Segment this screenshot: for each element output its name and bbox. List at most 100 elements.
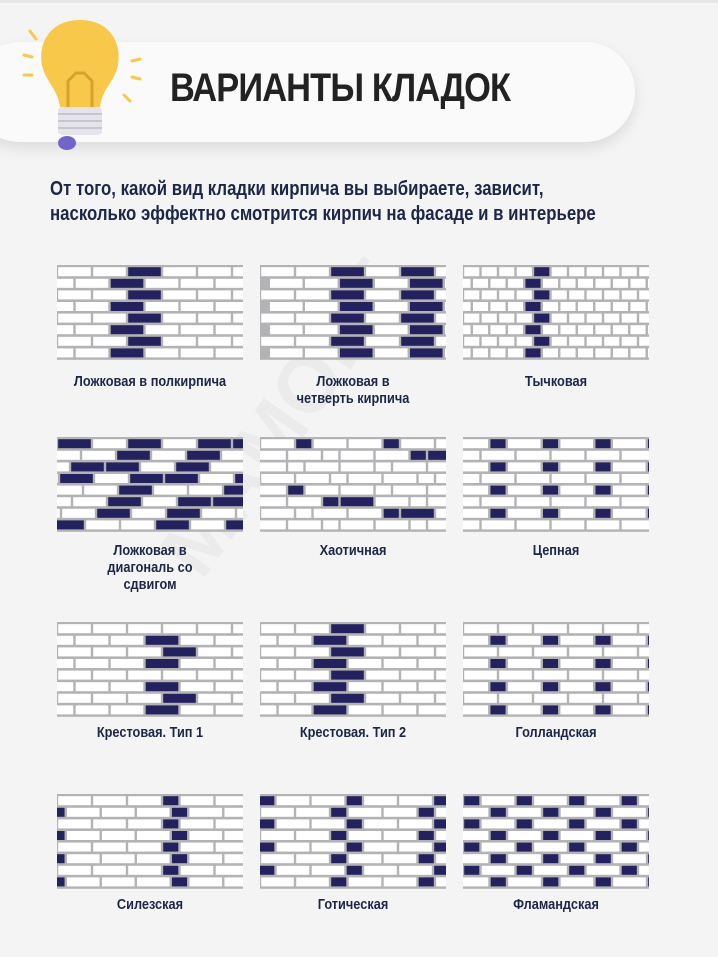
highlighted-brick	[543, 854, 559, 864]
brick	[84, 485, 117, 495]
brick	[261, 831, 294, 840]
brick	[276, 865, 310, 875]
brick	[364, 865, 397, 875]
highlighted-brick	[401, 336, 434, 346]
brick	[499, 670, 532, 680]
brick	[261, 693, 294, 703]
brick	[612, 682, 646, 692]
highlighted-brick	[163, 796, 179, 806]
brick	[612, 325, 629, 335]
highlighted-brick	[490, 508, 506, 518]
brick	[163, 267, 196, 277]
brick	[542, 278, 559, 288]
brick	[180, 865, 214, 875]
brick	[261, 807, 294, 817]
brick	[288, 520, 321, 530]
brick	[499, 267, 515, 277]
highlighted-brick	[331, 624, 364, 634]
brick	[57, 635, 74, 645]
highlighted-brick	[464, 865, 480, 875]
brick	[200, 474, 233, 483]
brick	[464, 647, 497, 657]
brick	[128, 865, 161, 875]
brick	[374, 348, 408, 358]
brick	[569, 647, 602, 657]
brick	[296, 313, 329, 323]
brick-pattern-diagram	[463, 437, 649, 532]
highlighted-brick	[260, 842, 275, 852]
brick	[436, 508, 446, 518]
highlighted-brick	[543, 877, 559, 887]
brick	[296, 624, 329, 634]
brick	[551, 290, 567, 300]
brick	[586, 819, 620, 829]
brick	[261, 439, 294, 449]
highlighted-brick	[534, 290, 550, 300]
brick	[444, 325, 446, 335]
highlighted-brick	[534, 313, 550, 323]
highlighted-brick	[339, 348, 373, 358]
brick	[57, 302, 74, 311]
brick	[58, 819, 91, 829]
highlighted-brick	[647, 682, 649, 692]
highlighted-brick	[331, 693, 364, 703]
brick	[198, 647, 231, 657]
brick	[586, 290, 602, 300]
brick	[481, 520, 515, 530]
brick	[399, 865, 432, 875]
brick	[551, 520, 585, 530]
brick	[595, 278, 611, 288]
pattern-label: Хаотичная	[319, 543, 387, 559]
brick	[260, 520, 286, 530]
brick	[621, 267, 637, 277]
highlighted-brick	[340, 497, 374, 507]
brick	[62, 508, 95, 518]
brick	[348, 635, 382, 645]
brick	[136, 877, 170, 887]
brick	[586, 497, 620, 507]
brick	[586, 450, 620, 460]
brick	[586, 336, 602, 346]
brick	[224, 831, 243, 840]
brick	[464, 693, 497, 703]
highlighted-brick	[534, 267, 550, 277]
brick	[93, 313, 126, 323]
brick	[57, 485, 82, 495]
brick	[551, 474, 585, 483]
highlighted-brick	[595, 854, 611, 864]
brick	[630, 348, 646, 358]
highlighted-brick	[323, 497, 339, 507]
highlighted-brick	[313, 659, 347, 668]
brick	[233, 670, 243, 680]
highlighted-brick	[542, 659, 559, 668]
brick	[551, 450, 585, 460]
brick	[215, 302, 243, 311]
brick	[198, 313, 231, 323]
brick	[463, 474, 480, 483]
brick	[463, 705, 489, 715]
highlighted-brick	[331, 877, 347, 887]
brick	[58, 313, 91, 323]
brick	[215, 796, 243, 806]
brick	[560, 302, 576, 311]
brick	[436, 336, 446, 346]
brick	[499, 313, 515, 323]
highlighted-brick	[163, 819, 179, 829]
brick	[261, 877, 294, 887]
brick	[401, 693, 434, 703]
brick	[393, 462, 426, 472]
brick	[560, 348, 576, 358]
brick	[233, 647, 243, 657]
brick	[481, 819, 515, 829]
highlighted-brick	[346, 819, 362, 829]
brick	[323, 450, 339, 460]
brick	[311, 819, 345, 829]
brick	[463, 450, 480, 460]
brick	[143, 497, 176, 507]
brick	[560, 854, 594, 864]
brick	[542, 348, 559, 358]
highlighted-brick	[621, 842, 637, 852]
brick	[507, 485, 541, 495]
brick	[93, 796, 126, 806]
brick	[436, 693, 446, 703]
